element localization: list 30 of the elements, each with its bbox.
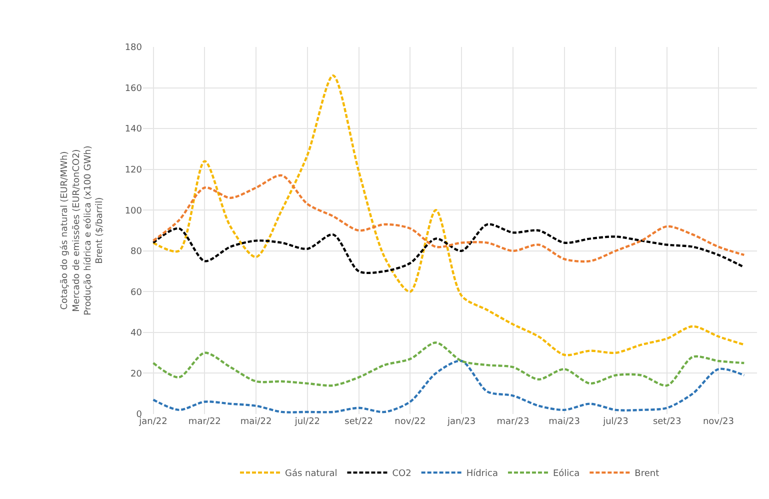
- x-tick-label: set/22: [344, 417, 373, 427]
- y-axis-title: Cotação do gás natural (EUR/MWh) Mercado de emissões (EUR/tonCO2) Produção hídrica e eólica (x100 GWh) Brent ($/barril): [59, 146, 106, 316]
- y-tick-label: 40: [130, 328, 142, 339]
- line-series: [152, 360, 746, 414]
- legend-label: CO2: [392, 469, 412, 480]
- x-tick-label: jul/23: [602, 417, 628, 427]
- legend-label: Hídrica: [466, 468, 498, 480]
- line-series: [152, 74, 746, 356]
- x-tick-label: jul/22: [294, 417, 320, 427]
- y-tick-label: 140: [124, 124, 142, 135]
- x-tick-label: mai/23: [548, 417, 580, 427]
- y-tick-label: 20: [130, 369, 142, 380]
- y-tick-label: 160: [124, 84, 142, 94]
- y-tick-label: 60: [130, 288, 142, 298]
- x-tick-label: nov/23: [702, 417, 734, 427]
- x-tick-label: nov/22: [394, 417, 426, 427]
- line-series: [152, 174, 746, 263]
- x-tick-label: jan/23: [446, 417, 476, 427]
- legend-label: Eólica: [552, 468, 580, 480]
- x-tick-label: mar/22: [188, 417, 221, 427]
- y-tick-label: 80: [130, 247, 142, 258]
- legend-label: Brent: [634, 469, 660, 480]
- x-tick-label: mai/22: [240, 417, 272, 427]
- legend-label: Gás natural: [285, 468, 338, 480]
- line-series: [152, 342, 746, 387]
- x-tick-label: mar/23: [496, 417, 530, 427]
- x-tick-label: set/23: [652, 417, 682, 427]
- y-tick-label: 100: [124, 206, 142, 216]
- y-tick-label: 120: [124, 165, 142, 176]
- y-tick-label: 180: [124, 43, 142, 54]
